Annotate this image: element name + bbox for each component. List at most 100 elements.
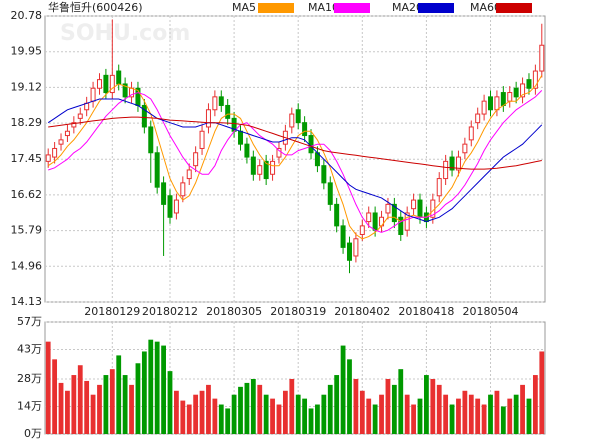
candle-body: [340, 225, 346, 248]
candle-body: [244, 143, 250, 158]
legend-label: MA10: [308, 1, 339, 14]
volume-bar: [45, 341, 51, 434]
y-tick-label: 18.29: [11, 116, 43, 129]
candle-body: [148, 126, 154, 154]
candle-body: [263, 160, 269, 180]
y-tick-label: 20.78: [11, 9, 43, 22]
volume-tick-label: 43万: [17, 343, 42, 356]
candle-body: [180, 182, 186, 197]
candle-body: [455, 156, 461, 171]
volume-bar: [276, 404, 282, 434]
candle-body: [257, 165, 263, 175]
volume-bar: [167, 371, 173, 434]
candle-body: [276, 147, 282, 158]
volume-bar: [263, 394, 269, 434]
candle-body: [520, 83, 526, 98]
volume-bar: [71, 375, 77, 434]
ma-line: [48, 116, 542, 170]
candle-body: [385, 203, 391, 214]
volume-bar: [513, 394, 519, 434]
volume-bar: [289, 378, 295, 434]
candle-body: [481, 100, 487, 115]
candle-body: [96, 79, 102, 89]
candle-body: [77, 113, 83, 119]
volume-bar: [507, 398, 513, 434]
x-tick-label: 20180212: [142, 305, 198, 318]
candle-body: [449, 156, 455, 171]
volume-bar: [481, 404, 487, 434]
volume-bar: [404, 394, 410, 434]
volume-bar: [90, 394, 96, 434]
candle-body: [173, 199, 179, 214]
y-tick-label: 19.12: [11, 80, 43, 93]
candle-body: [116, 70, 122, 85]
candle-body: [462, 143, 468, 154]
volume-bar: [52, 359, 58, 434]
x-tick-label: 20180418: [398, 305, 454, 318]
ma-line: [47, 98, 543, 223]
candle-body: [218, 96, 224, 106]
volume-bar: [462, 390, 468, 434]
candle-body: [295, 109, 301, 124]
volume-bar: [353, 378, 359, 434]
candle-body: [391, 203, 397, 223]
candle-body: [212, 96, 218, 111]
candle-body: [436, 178, 442, 197]
candle-body: [71, 122, 77, 128]
volume-bar: [391, 384, 397, 434]
volume-bar: [180, 400, 186, 434]
candle-body: [250, 156, 256, 175]
candle-body: [398, 216, 404, 235]
x-tick-label: 20180402: [334, 305, 390, 318]
x-tick-label: 20180504: [463, 305, 519, 318]
volume-bar: [250, 378, 256, 434]
legend-label: MA5: [232, 1, 256, 14]
volume-bar: [116, 355, 122, 434]
volume-bar: [430, 378, 436, 434]
candle-body: [411, 199, 417, 210]
volume-bar: [327, 384, 333, 434]
legend-swatch: [418, 3, 454, 13]
volume-bar: [257, 384, 263, 434]
candle-body: [513, 87, 519, 98]
volume-bar: [500, 406, 506, 434]
volume-bar: [372, 404, 378, 434]
candle-body: [90, 87, 96, 102]
x-tick-label: 20180319: [270, 305, 326, 318]
volume-bar: [532, 375, 538, 434]
candle-body: [539, 44, 545, 72]
candle-body: [488, 96, 494, 111]
candle-body: [205, 109, 211, 128]
volume-bar: [282, 390, 288, 434]
candle-body: [526, 79, 532, 89]
y-tick-label: 16.62: [11, 188, 43, 201]
candle-body: [366, 212, 372, 223]
volume-bar: [359, 390, 365, 434]
candle-body: [334, 203, 340, 227]
volume-bar: [308, 408, 314, 434]
volume-bar: [109, 369, 115, 434]
candle-body: [193, 152, 199, 167]
volume-bar: [199, 390, 205, 434]
volume-bar: [225, 408, 231, 434]
legend-swatch: [496, 3, 532, 13]
volume-bar: [315, 404, 320, 434]
candle-body: [122, 83, 128, 98]
volume-bar: [295, 394, 301, 434]
chart-title: 华鲁恒升(600426): [48, 0, 143, 14]
volume-bar: [270, 398, 275, 434]
volume-bar: [302, 398, 308, 434]
volume-bar: [398, 369, 404, 434]
candle-body: [45, 154, 51, 162]
volume-tick-label: 57万: [17, 315, 42, 328]
volume-bar: [526, 398, 532, 434]
candle-body: [500, 92, 506, 106]
candle-body: [372, 212, 378, 231]
candle-body: [141, 104, 147, 128]
volume-bar: [186, 404, 192, 434]
volume-bar: [468, 394, 474, 434]
candle-body: [58, 139, 64, 145]
volume-bar: [411, 404, 416, 434]
